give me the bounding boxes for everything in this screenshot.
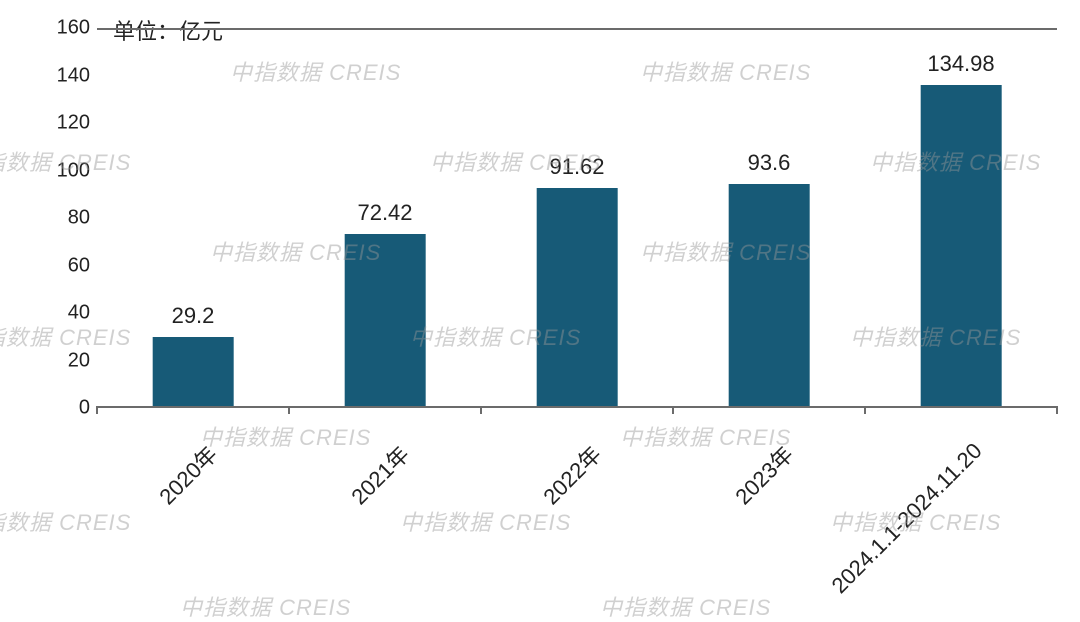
bar-value-label: 134.98 <box>927 51 994 77</box>
y-tick: 40 <box>35 302 90 325</box>
x-axis-labels: 2020年 2021年 2022年 2023年 2024.1.1-2024.11.20 <box>97 420 1057 610</box>
x-tick-mark <box>1056 406 1058 414</box>
x-tick-mark <box>96 406 98 414</box>
x-axis-label: 2023年 <box>727 438 800 511</box>
y-tick: 0 <box>35 397 90 420</box>
y-tick: 60 <box>35 254 90 277</box>
bar-value-label: 72.42 <box>357 200 412 226</box>
bar-chart: 单位：亿元 020406080100120140160 29.272.4291.… <box>35 10 1065 600</box>
x-tick-mark <box>480 406 482 414</box>
y-tick: 100 <box>35 159 90 182</box>
plot-area: 29.2 72.42 91.62 93.6 134.98 <box>97 28 1057 408</box>
bar <box>345 234 426 406</box>
y-tick: 140 <box>35 64 90 87</box>
bar-value-label: 91.62 <box>549 154 604 180</box>
x-axis-label: 2021年 <box>343 438 416 511</box>
bar-value-label: 93.6 <box>748 150 791 176</box>
x-axis-label: 2022年 <box>535 438 608 511</box>
bar-value-label: 29.2 <box>172 303 215 329</box>
y-tick: 20 <box>35 349 90 372</box>
bar <box>537 188 618 406</box>
x-tick-mark <box>288 406 290 414</box>
x-axis-label: 2020年 <box>151 438 224 511</box>
x-tick-mark <box>864 406 866 414</box>
bar <box>153 337 234 406</box>
bar <box>921 85 1002 406</box>
y-tick: 80 <box>35 207 90 230</box>
y-tick: 160 <box>35 17 90 40</box>
y-axis: 020406080100120140160 <box>35 28 90 408</box>
y-tick: 120 <box>35 112 90 135</box>
x-tick-mark <box>672 406 674 414</box>
bar <box>729 184 810 406</box>
x-axis-label: 2024.1.1-2024.11.20 <box>827 438 988 599</box>
